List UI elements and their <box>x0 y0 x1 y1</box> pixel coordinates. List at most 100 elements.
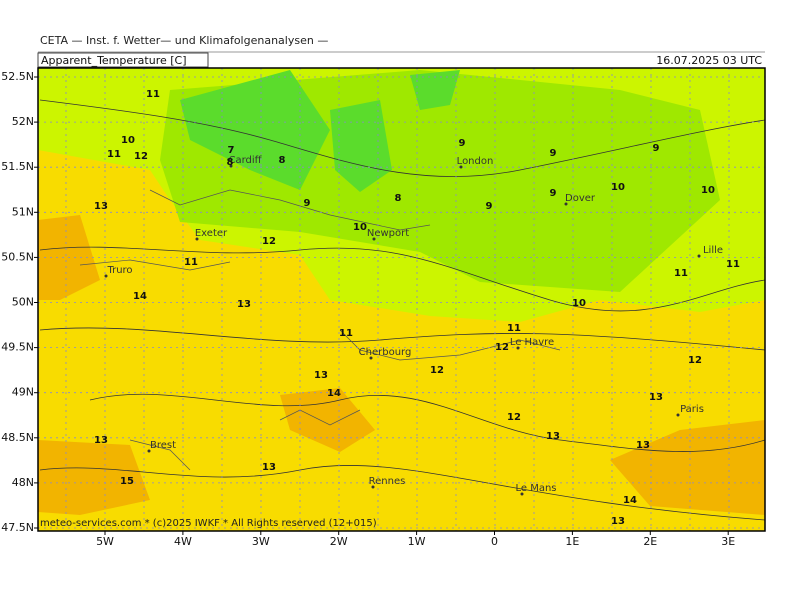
contour-label: 8 <box>395 193 402 204</box>
contour-label: 13 <box>611 516 625 527</box>
contour-label: 13 <box>546 431 560 442</box>
contour-label: 9 <box>653 143 660 154</box>
city-label: Brest <box>150 440 176 451</box>
contour-label: 10 <box>701 185 715 196</box>
contour-label: 13 <box>94 201 108 212</box>
contour-label: 13 <box>649 392 663 403</box>
contour-label: 15 <box>120 476 134 487</box>
field-name: Apparent_Temperature [C] <box>41 54 187 67</box>
city-dot <box>229 164 233 168</box>
contour-label: 13 <box>636 440 650 451</box>
contour-label: 11 <box>146 89 160 100</box>
contour-label: 14 <box>623 495 637 506</box>
graticule <box>38 68 765 531</box>
city-label: Le Mans <box>515 483 556 494</box>
city-label: Rennes <box>369 476 406 487</box>
contour-label: 9 <box>486 201 493 212</box>
contour-label: 7 <box>228 145 235 156</box>
lon-label: 2W <box>330 535 348 548</box>
contour-label: 11 <box>107 149 121 160</box>
city-dot <box>195 237 199 241</box>
coastlines <box>79 189 561 471</box>
city-dot <box>372 237 376 241</box>
city-label: Cherbourg <box>359 347 412 358</box>
contour-label: 11 <box>339 328 353 339</box>
lon-label: 2E <box>643 535 657 548</box>
contour-label: 11 <box>674 268 688 279</box>
city-label: Paris <box>680 404 704 415</box>
contour-label: 10 <box>611 182 625 193</box>
city-dot <box>147 449 151 453</box>
lat-label: 50.5N <box>1 250 34 263</box>
contour-label: 14 <box>133 291 147 302</box>
contour-label: 14 <box>327 388 341 399</box>
city-dot <box>516 346 520 350</box>
lon-label: 1E <box>565 535 579 548</box>
city-label: Exeter <box>195 228 228 239</box>
contour-lines <box>39 99 765 521</box>
map-frame <box>37 67 766 532</box>
lat-label: 47.5N <box>1 521 34 534</box>
contour-label: 12 <box>134 151 148 162</box>
city-dot <box>104 274 108 278</box>
city-label: Cardiff <box>228 155 262 166</box>
lon-label: 0 <box>491 535 498 548</box>
footer: meteo-services.com * (c)2025 IWKF * All … <box>40 518 377 529</box>
contour-label: 8 <box>279 155 286 166</box>
lat-label: 50N <box>12 296 34 309</box>
lat-label: 49.5N <box>1 341 34 354</box>
contour-label: 9 <box>550 188 557 199</box>
contour-label: 9 <box>459 138 466 149</box>
lat-label: 51N <box>12 205 34 218</box>
city-label: Newport <box>367 228 409 239</box>
header-title: CETA — Inst. f. Wetter— und Klimafolgena… <box>40 34 328 47</box>
city-dot <box>520 492 524 496</box>
contour-label: 13 <box>94 435 108 446</box>
city-dot <box>564 202 568 206</box>
contour-label: 12 <box>688 355 702 366</box>
contour-label: 12 <box>262 236 276 247</box>
lat-label: 48N <box>12 476 34 489</box>
city-label: Lille <box>703 245 723 256</box>
lon-label: 4W <box>174 535 192 548</box>
contour-label: 12 <box>507 412 521 423</box>
lon-label: 1W <box>408 535 426 548</box>
city-dot <box>676 413 680 417</box>
contour-label: 11 <box>184 257 198 268</box>
lat-label: 51.5N <box>1 160 34 173</box>
contour-label: 11 <box>507 323 521 334</box>
contour-label: 8 <box>227 157 234 168</box>
fill-orange <box>38 215 765 515</box>
city-label: Truro <box>106 265 132 276</box>
lon-label: 3W <box>252 535 270 548</box>
contour-label: 9 <box>550 148 557 159</box>
fill-dark-green <box>180 70 460 192</box>
valid-time: 16.07.2025 03 UTC <box>656 54 762 67</box>
lat-label: 52.5N <box>1 70 34 83</box>
city-dot <box>459 165 463 169</box>
contour-label: 13 <box>314 370 328 381</box>
contour-label: 10 <box>572 298 586 309</box>
lat-label: 48.5N <box>1 431 34 444</box>
contour-label: 12 <box>430 365 444 376</box>
contour-label: 13 <box>237 299 251 310</box>
city-dot <box>697 254 701 258</box>
city-label: Dover <box>565 193 596 204</box>
contour-label: 12 <box>495 342 509 353</box>
lon-label: 5W <box>96 535 114 548</box>
contour-label: 10 <box>353 222 367 233</box>
lat-label: 49N <box>12 386 34 399</box>
contour-label: 11 <box>726 259 740 270</box>
contour-label: 9 <box>304 198 311 209</box>
contour-label: 10 <box>121 135 135 146</box>
city-label: London <box>457 156 494 167</box>
contour-label: 13 <box>262 462 276 473</box>
city-label: Le Havre <box>510 337 554 348</box>
city-dot <box>369 356 373 360</box>
lat-label: 52N <box>12 115 34 128</box>
field <box>38 68 765 531</box>
lon-label: 3E <box>721 535 735 548</box>
field-box <box>37 52 209 68</box>
